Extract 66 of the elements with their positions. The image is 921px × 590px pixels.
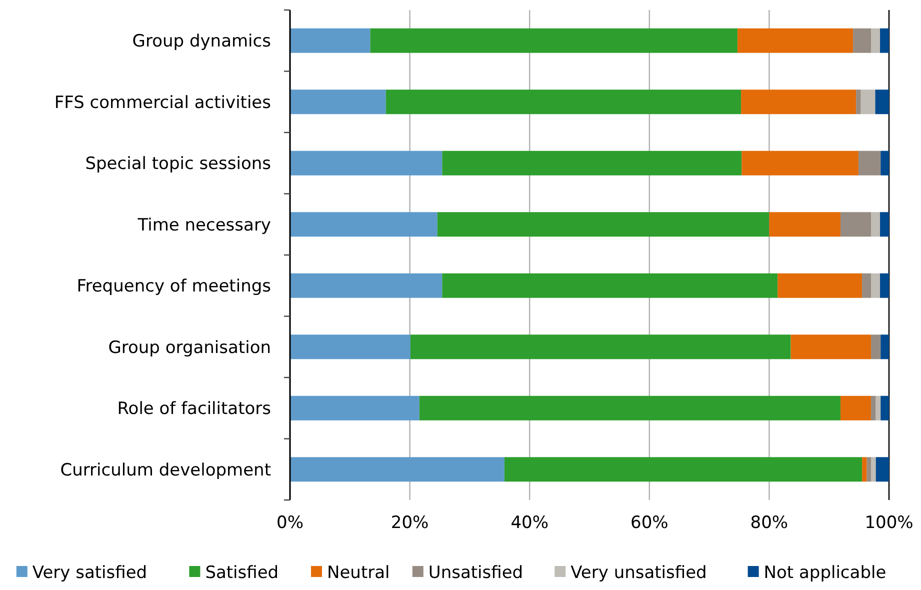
- bar: [880, 28, 889, 53]
- bar: [871, 457, 876, 482]
- bar: [386, 90, 742, 114]
- bar: [742, 150, 858, 176]
- y-tick-label: Role of facilitators: [117, 399, 272, 420]
- bar: [290, 90, 386, 114]
- bar: [442, 273, 778, 298]
- bar: [778, 273, 862, 298]
- bar: [840, 212, 872, 237]
- bar: [876, 396, 881, 420]
- legend-label: Very unsatisfied: [570, 563, 707, 583]
- bar: [880, 396, 889, 420]
- x-tick-label: 20%: [390, 513, 429, 533]
- bar: [875, 90, 889, 114]
- bar: [858, 150, 881, 176]
- bar: [880, 212, 889, 237]
- legend-label: Satisfied: [205, 563, 279, 583]
- x-tick-label: 40%: [510, 513, 548, 533]
- bar: [860, 90, 876, 114]
- bar: [442, 150, 742, 176]
- y-tick-label: Frequency of meetings: [76, 276, 272, 297]
- bar: [737, 28, 854, 53]
- legend-label: Unsatisfied: [428, 563, 524, 583]
- bar: [437, 212, 770, 237]
- bar: [853, 28, 872, 53]
- bar: [880, 273, 889, 298]
- bar: [790, 334, 872, 360]
- bar: [769, 212, 840, 237]
- bar: [290, 457, 504, 482]
- y-tick-label: Special topic sessions: [85, 154, 272, 174]
- y-tick-label: Curriculum development: [60, 460, 272, 480]
- y-tick-label: Time necessary: [136, 215, 271, 236]
- legend-label: Not applicable: [764, 563, 886, 583]
- bar: [880, 150, 889, 176]
- bar: [410, 334, 791, 360]
- bar: [871, 396, 876, 420]
- bar: [866, 457, 872, 482]
- bar: [419, 396, 840, 420]
- x-tick-label: 0%: [276, 513, 304, 533]
- bar: [871, 28, 880, 53]
- bar: [290, 150, 442, 176]
- y-tick-label: Group organisation: [108, 338, 271, 358]
- bar: [741, 90, 856, 114]
- bar: [880, 334, 889, 360]
- bar: [840, 396, 872, 420]
- bar: [504, 457, 862, 482]
- bar: [862, 273, 872, 298]
- bar: [290, 28, 370, 53]
- bar: [290, 212, 438, 237]
- x-tick-label: 60%: [630, 513, 668, 533]
- bar: [871, 212, 880, 237]
- x-tick-label: 80%: [750, 513, 788, 533]
- bar: [856, 90, 861, 114]
- bar: [871, 334, 881, 360]
- legend-label: Neutral: [327, 563, 390, 583]
- bar: [862, 457, 867, 482]
- legend-label: Very satisfied: [32, 563, 148, 583]
- bar: [871, 273, 880, 298]
- bar: [370, 28, 738, 53]
- bar: [876, 457, 889, 482]
- x-tick-label: 100%: [864, 513, 914, 533]
- y-tick-label: FFS commercial activities: [54, 92, 272, 113]
- bar: [290, 334, 410, 360]
- bar: [290, 273, 442, 298]
- y-tick-label: Group dynamics: [132, 32, 272, 52]
- bar: [290, 396, 420, 420]
